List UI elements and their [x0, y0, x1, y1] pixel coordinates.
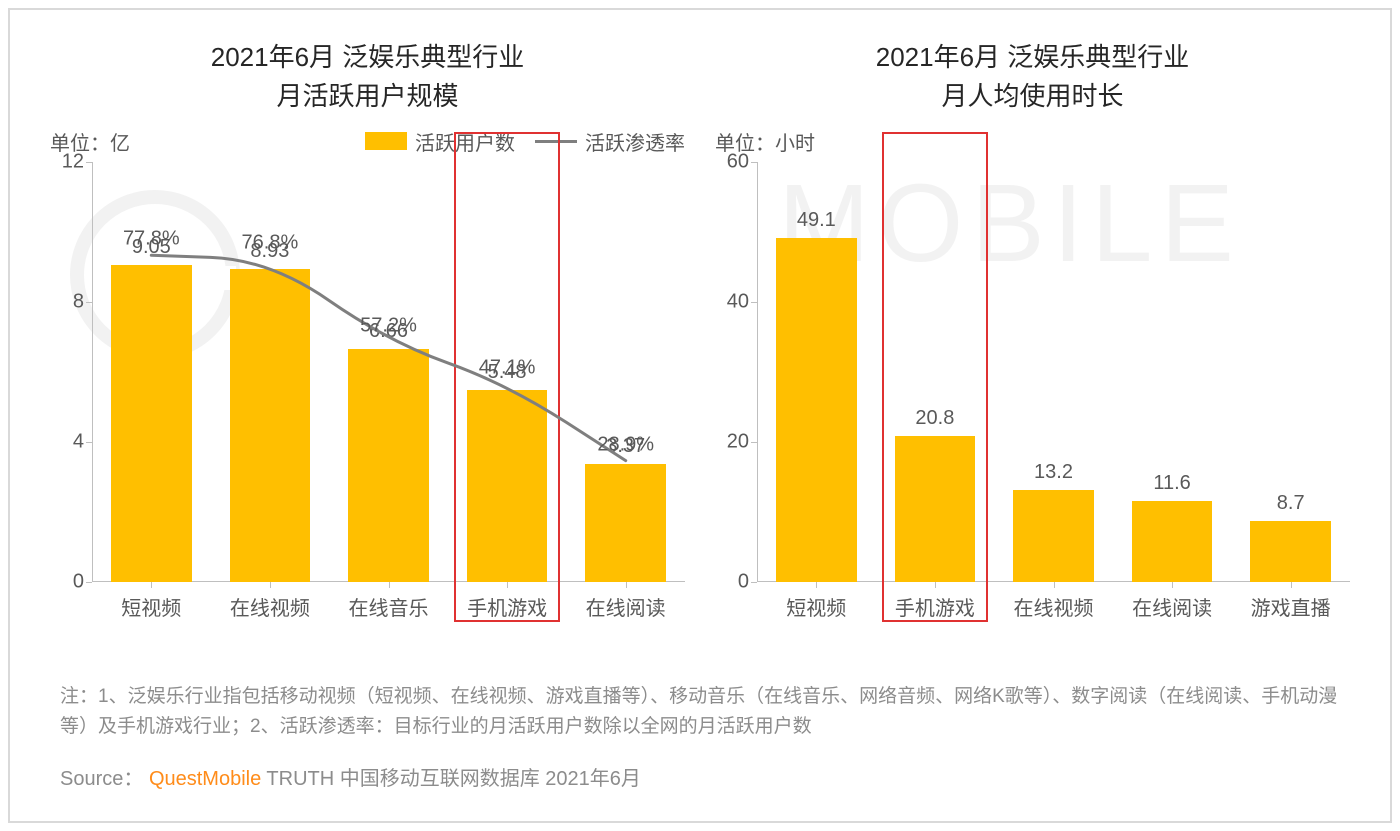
xlabel: 在线视频 [211, 582, 330, 622]
line-value-label: 57.2% [360, 314, 417, 337]
chart-left: 2021年6月 泛娱乐典型行业 月活跃用户规模 单位：亿 活跃用户数 活跃渗透率… [50, 38, 685, 688]
source-suffix: TRUTH 中国移动互联网数据库 2021年6月 [266, 768, 641, 790]
line-value-label: 28.9% [597, 433, 654, 456]
xlabel: 手机游戏 [448, 582, 567, 622]
source-line: Source： QuestMobile TRUTH 中国移动互联网数据库 202… [60, 762, 641, 791]
bar-value-label: 49.1 [797, 209, 836, 232]
xtick-mark [1054, 582, 1055, 588]
xtick-mark [816, 582, 817, 588]
legend-line-label: 活跃渗透率 [585, 127, 685, 156]
line-value-label: 77.8% [123, 228, 180, 251]
line-value-label: 47.1% [479, 357, 536, 380]
bar-slot: 20.8 [876, 162, 995, 582]
bar-slot: 49.1 [757, 162, 876, 582]
xlabel: 在线阅读 [566, 582, 685, 622]
xlabel: 在线音乐 [329, 582, 448, 622]
bar [1250, 521, 1331, 582]
ytick-label: 4 [54, 431, 84, 454]
footnote: 注：1、泛娱乐行业指包括移动视频（短视频、在线视频、游戏直播等）、移动音乐（在线… [60, 682, 1340, 741]
bar-value-label: 20.8 [915, 407, 954, 430]
chart-left-plot: 048129.058.936.665.483.37短视频在线视频在线音乐手机游戏… [92, 162, 685, 622]
xlabel: 游戏直播 [1231, 582, 1350, 622]
xlabels: 短视频在线视频在线音乐手机游戏在线阅读 [92, 582, 685, 622]
xtick-mark [270, 582, 271, 588]
xtick-mark [1291, 582, 1292, 588]
bar [1013, 490, 1094, 582]
source-brand: QuestMobile [149, 768, 261, 790]
chart-right: 2021年6月 泛娱乐典型行业 月人均使用时长 单位：小时 0 20 40 60 49.… [715, 38, 1350, 688]
legend-bar-label: 活跃用户数 [415, 127, 515, 156]
xtick-mark [626, 582, 627, 588]
xtick-mark [935, 582, 936, 588]
xlabel: 短视频 [757, 582, 876, 622]
xlabel: 在线视频 [994, 582, 1113, 622]
ytick-label: 12 [54, 151, 84, 174]
ytick-label: 0 [54, 571, 84, 594]
bar-slot: 13.2 [994, 162, 1113, 582]
bar-value-label: 8.7 [1277, 492, 1305, 515]
chart-left-title: 2021年6月 泛娱乐典型行业 月活跃用户规模 [50, 38, 685, 116]
xtick-mark [151, 582, 152, 588]
source-prefix: Source： [60, 768, 143, 790]
xtick-mark [507, 582, 508, 588]
chart-frame: MOBILE 2021年6月 泛娱乐典型行业 月活跃用户规模 单位：亿 活跃用户… [8, 8, 1392, 823]
bars: 49.1 20.8 13.2 11.6 8.7 [757, 162, 1350, 582]
legend-line: 活跃渗透率 [535, 127, 685, 156]
chart-right-legend: 单位：小时 [715, 126, 1350, 156]
bar-slot: 11.6 [1113, 162, 1232, 582]
ytick-label: 60 [719, 151, 749, 174]
xtick-mark [389, 582, 390, 588]
line-overlay [92, 162, 685, 582]
legend-bar: 活跃用户数 [365, 127, 515, 156]
bar [1132, 501, 1213, 582]
bar [895, 436, 976, 582]
ytick-label: 0 [719, 571, 749, 594]
legend-line-swatch [535, 140, 577, 143]
xlabels: 短视频手机游戏在线视频在线阅读游戏直播 [757, 582, 1350, 622]
ytick-label: 40 [719, 291, 749, 314]
ytick-label: 8 [54, 291, 84, 314]
ytick-label: 20 [719, 431, 749, 454]
line-value-label: 76.8% [242, 232, 299, 255]
chart-right-plot: 020406049.120.813.211.68.7短视频手机游戏在线视频在线阅… [757, 162, 1350, 622]
charts-container: 2021年6月 泛娱乐典型行业 月活跃用户规模 单位：亿 活跃用户数 活跃渗透率… [50, 38, 1350, 688]
bar-slot: 8.7 [1231, 162, 1350, 582]
chart-left-legend: 单位：亿 活跃用户数 活跃渗透率 [50, 126, 685, 156]
trend-line [151, 255, 625, 460]
xlabel: 短视频 [92, 582, 211, 622]
legend-bar-swatch [365, 132, 407, 150]
chart-right-title: 2021年6月 泛娱乐典型行业 月人均使用时长 [715, 38, 1350, 116]
bar-value-label: 11.6 [1153, 472, 1190, 495]
xlabel: 手机游戏 [876, 582, 995, 622]
bar [776, 238, 857, 582]
xtick-mark [1172, 582, 1173, 588]
xlabel: 在线阅读 [1113, 582, 1232, 622]
bar-value-label: 13.2 [1034, 461, 1073, 484]
